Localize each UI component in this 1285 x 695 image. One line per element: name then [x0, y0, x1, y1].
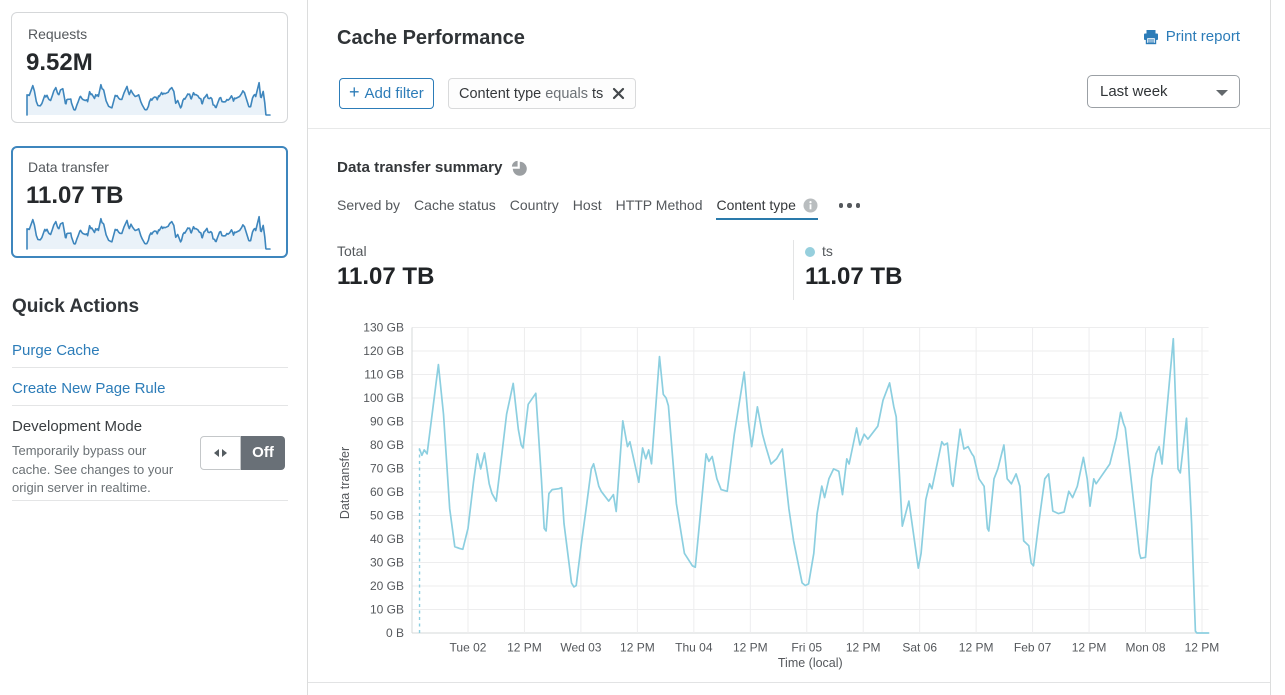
svg-text:Time (local): Time (local): [778, 656, 843, 670]
tab-host[interactable]: Host: [572, 197, 602, 213]
requests-sparkline: [26, 81, 271, 116]
svg-text:10 GB: 10 GB: [370, 602, 404, 616]
main-panel: Cache Performance Print report + Add fil…: [307, 0, 1271, 695]
development-mode-title: Development Mode: [12, 418, 143, 435]
dimension-tabs: Served by Cache status Country Host HTTP…: [337, 197, 861, 220]
stat-card-data-transfer[interactable]: Data transfer 11.07 TB: [11, 146, 288, 258]
sidebar-divider-1: [12, 367, 288, 368]
svg-text:40 GB: 40 GB: [370, 532, 404, 546]
data-transfer-chart: 0 B 10 GB 20 GB 30 GB 40 GB 50 GB 60 GB 70 GB 80…: [308, 310, 1270, 682]
svg-text:70 GB: 70 GB: [370, 461, 404, 475]
toggle-right-arrow-icon: [222, 449, 227, 457]
summary-title-text: Data transfer summary: [337, 159, 503, 176]
development-mode-toggle[interactable]: Off: [200, 436, 285, 470]
add-filter-button[interactable]: + Add filter: [339, 78, 434, 109]
quick-actions-title: Quick Actions: [12, 296, 140, 317]
svg-text:60 GB: 60 GB: [370, 485, 404, 499]
svg-text:12 PM: 12 PM: [846, 641, 881, 655]
date-range-value: Last week: [1100, 83, 1168, 100]
svg-text:130 GB: 130 GB: [363, 320, 404, 334]
svg-text:20 GB: 20 GB: [370, 579, 404, 593]
svg-text:Fri 05: Fri 05: [791, 641, 822, 655]
toggle-left-arrow-icon: [214, 449, 219, 457]
tab-http-method[interactable]: HTTP Method: [615, 197, 703, 213]
sidebar: Requests 9.52M Data transfer 11.07 TB Qu…: [0, 0, 307, 695]
plus-icon: +: [349, 82, 360, 102]
create-page-rule-link[interactable]: Create New Page Rule: [12, 380, 166, 397]
svg-text:Wed 03: Wed 03: [560, 641, 601, 655]
svg-text:Tue 02: Tue 02: [450, 641, 487, 655]
data-transfer-sparkline: [26, 215, 271, 250]
page-title: Cache Performance: [337, 27, 525, 49]
purge-cache-link[interactable]: Purge Cache: [12, 342, 100, 359]
bottom-divider: [308, 682, 1270, 683]
date-range-select[interactable]: Last week: [1087, 75, 1240, 108]
svg-text:12 PM: 12 PM: [1185, 641, 1220, 655]
legend-series-value: 11.07 TB: [805, 263, 903, 290]
tab-served-by[interactable]: Served by: [337, 197, 401, 213]
svg-text:Mon 08: Mon 08: [1126, 641, 1166, 655]
summary-section-title: Data transfer summary: [337, 159, 528, 176]
svg-text:0 B: 0 B: [386, 626, 404, 640]
svg-text:30 GB: 30 GB: [370, 555, 404, 569]
filter-operator: equals: [545, 85, 588, 102]
svg-text:Feb 07: Feb 07: [1014, 641, 1052, 655]
svg-text:Thu 04: Thu 04: [675, 641, 713, 655]
requests-label: Requests: [28, 26, 88, 42]
svg-text:110 GB: 110 GB: [364, 367, 404, 381]
svg-text:Data transfer: Data transfer: [338, 447, 352, 519]
development-mode-description: Temporarily bypass our cache. See change…: [12, 443, 174, 495]
main-chart-svg: 0 B 10 GB 20 GB 30 GB 40 GB 50 GB 60 GB 70 GB 80…: [338, 320, 1220, 670]
svg-text:Sat 06: Sat 06: [902, 641, 937, 655]
legend-dot: [805, 247, 815, 257]
info-icon[interactable]: [803, 198, 818, 213]
remove-filter-icon[interactable]: [612, 87, 625, 100]
printer-icon: [1143, 29, 1158, 44]
tab-content-type-label: Content type: [716, 197, 796, 213]
svg-text:90 GB: 90 GB: [370, 414, 404, 428]
sidebar-divider-3: [12, 500, 288, 501]
stat-card-requests[interactable]: Requests 9.52M: [11, 12, 288, 123]
svg-text:12 PM: 12 PM: [959, 641, 994, 655]
svg-text:100 GB: 100 GB: [363, 391, 404, 405]
data-transfer-value: 11.07 TB: [26, 182, 124, 209]
tab-cache-status[interactable]: Cache status: [414, 197, 496, 213]
legend-series-name: ts: [822, 243, 833, 259]
svg-text:12 PM: 12 PM: [620, 641, 655, 655]
caret-down-icon: [1216, 90, 1228, 96]
header-divider: [308, 128, 1270, 129]
total-label: Total: [337, 243, 367, 259]
filter-field: Content type: [459, 85, 542, 102]
svg-text:80 GB: 80 GB: [370, 438, 404, 452]
pie-chart-icon: [512, 160, 528, 176]
svg-text:120 GB: 120 GB: [363, 344, 404, 358]
total-value: 11.07 TB: [337, 263, 435, 290]
toggle-knob[interactable]: [200, 436, 241, 470]
totals-divider: [793, 240, 794, 300]
print-report-label: Print report: [1165, 28, 1240, 45]
sidebar-divider-2: [12, 405, 288, 406]
tab-content-type[interactable]: Content type: [716, 197, 819, 220]
svg-text:50 GB: 50 GB: [370, 508, 404, 522]
svg-text:12 PM: 12 PM: [1072, 641, 1107, 655]
requests-value: 9.52M: [26, 49, 93, 76]
add-filter-label: Add filter: [364, 85, 424, 102]
tab-country[interactable]: Country: [509, 197, 559, 213]
more-tabs-icon[interactable]: [838, 197, 861, 214]
toggle-state-label: Off: [241, 436, 285, 470]
data-transfer-label: Data transfer: [28, 159, 109, 175]
filter-chip: Content type equals ts: [448, 78, 637, 109]
svg-text:12 PM: 12 PM: [507, 641, 542, 655]
svg-text:12 PM: 12 PM: [733, 641, 768, 655]
print-report-link[interactable]: Print report: [1143, 28, 1240, 45]
filter-value: ts: [591, 85, 604, 102]
